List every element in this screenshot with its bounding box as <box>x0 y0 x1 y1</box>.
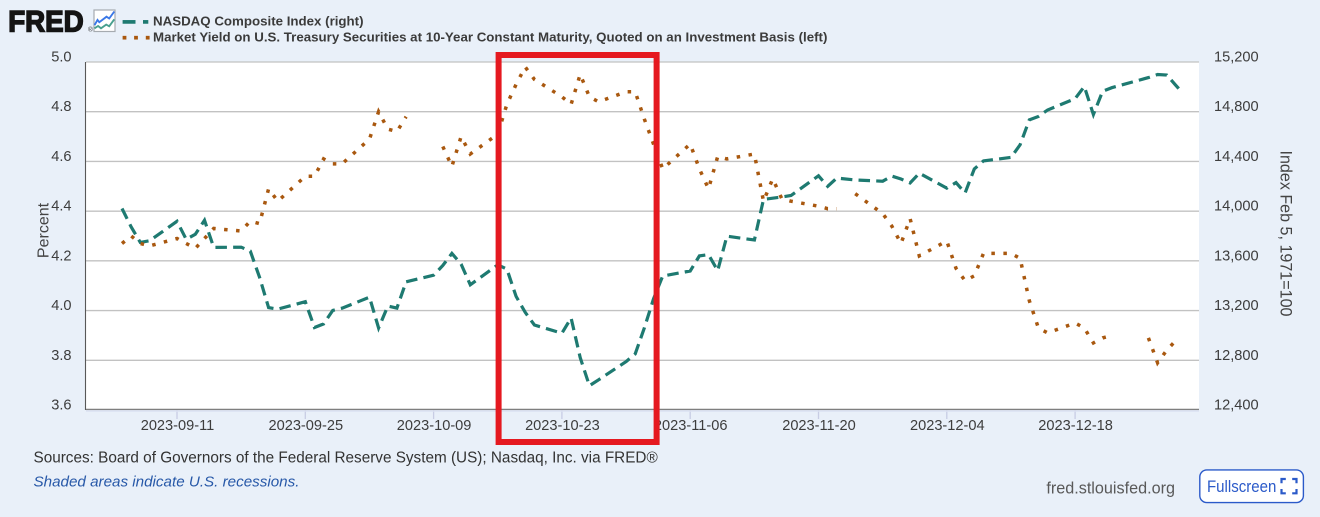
svg-text:4.2: 4.2 <box>51 248 71 264</box>
svg-text:14,000: 14,000 <box>1214 199 1259 215</box>
svg-text:4.8: 4.8 <box>51 99 71 115</box>
svg-text:4.0: 4.0 <box>51 298 71 314</box>
svg-text:®: ® <box>88 26 93 34</box>
svg-text:14,400: 14,400 <box>1214 149 1259 165</box>
svg-text:FRED: FRED <box>8 5 84 38</box>
svg-text:2023-12-04: 2023-12-04 <box>910 418 985 434</box>
svg-text:Fullscreen: Fullscreen <box>1207 477 1276 496</box>
svg-text:Shaded areas indicate U.S. rec: Shaded areas indicate U.S. recessions. <box>34 474 300 491</box>
svg-text:2023-11-20: 2023-11-20 <box>782 418 856 434</box>
svg-text:2023-10-09: 2023-10-09 <box>397 418 472 434</box>
svg-text:13,200: 13,200 <box>1214 298 1259 314</box>
svg-text:2023-09-11: 2023-09-11 <box>141 418 215 434</box>
svg-text:4.6: 4.6 <box>51 149 71 165</box>
svg-text:NASDAQ Composite Index (right): NASDAQ Composite Index (right) <box>153 14 364 29</box>
svg-text:12,800: 12,800 <box>1214 348 1259 364</box>
svg-text:2023-11-06: 2023-11-06 <box>654 418 728 434</box>
svg-text:15,200: 15,200 <box>1214 50 1259 66</box>
svg-text:Market Yield on U.S. Treasury: Market Yield on U.S. Treasury Securities… <box>153 29 827 44</box>
svg-text:3.8: 3.8 <box>51 348 71 364</box>
svg-text:fred.stlouisfed.org: fred.stlouisfed.org <box>1046 480 1175 498</box>
svg-text:5.0: 5.0 <box>51 50 71 66</box>
svg-text:14,800: 14,800 <box>1214 99 1259 115</box>
svg-text:2023-10-23: 2023-10-23 <box>525 418 600 434</box>
svg-text:12,400: 12,400 <box>1214 398 1259 414</box>
svg-text:13,600: 13,600 <box>1214 248 1259 264</box>
svg-text:2023-12-18: 2023-12-18 <box>1038 418 1113 434</box>
svg-text:Index Feb 5, 1971=100: Index Feb 5, 1971=100 <box>1277 151 1296 317</box>
svg-text:Sources: Board of Governors of: Sources: Board of Governors of the Feder… <box>34 450 659 467</box>
svg-text:Percent: Percent <box>36 202 53 258</box>
svg-text:3.6: 3.6 <box>51 398 71 414</box>
svg-text:2023-09-25: 2023-09-25 <box>268 418 343 434</box>
svg-text:4.4: 4.4 <box>51 199 71 215</box>
